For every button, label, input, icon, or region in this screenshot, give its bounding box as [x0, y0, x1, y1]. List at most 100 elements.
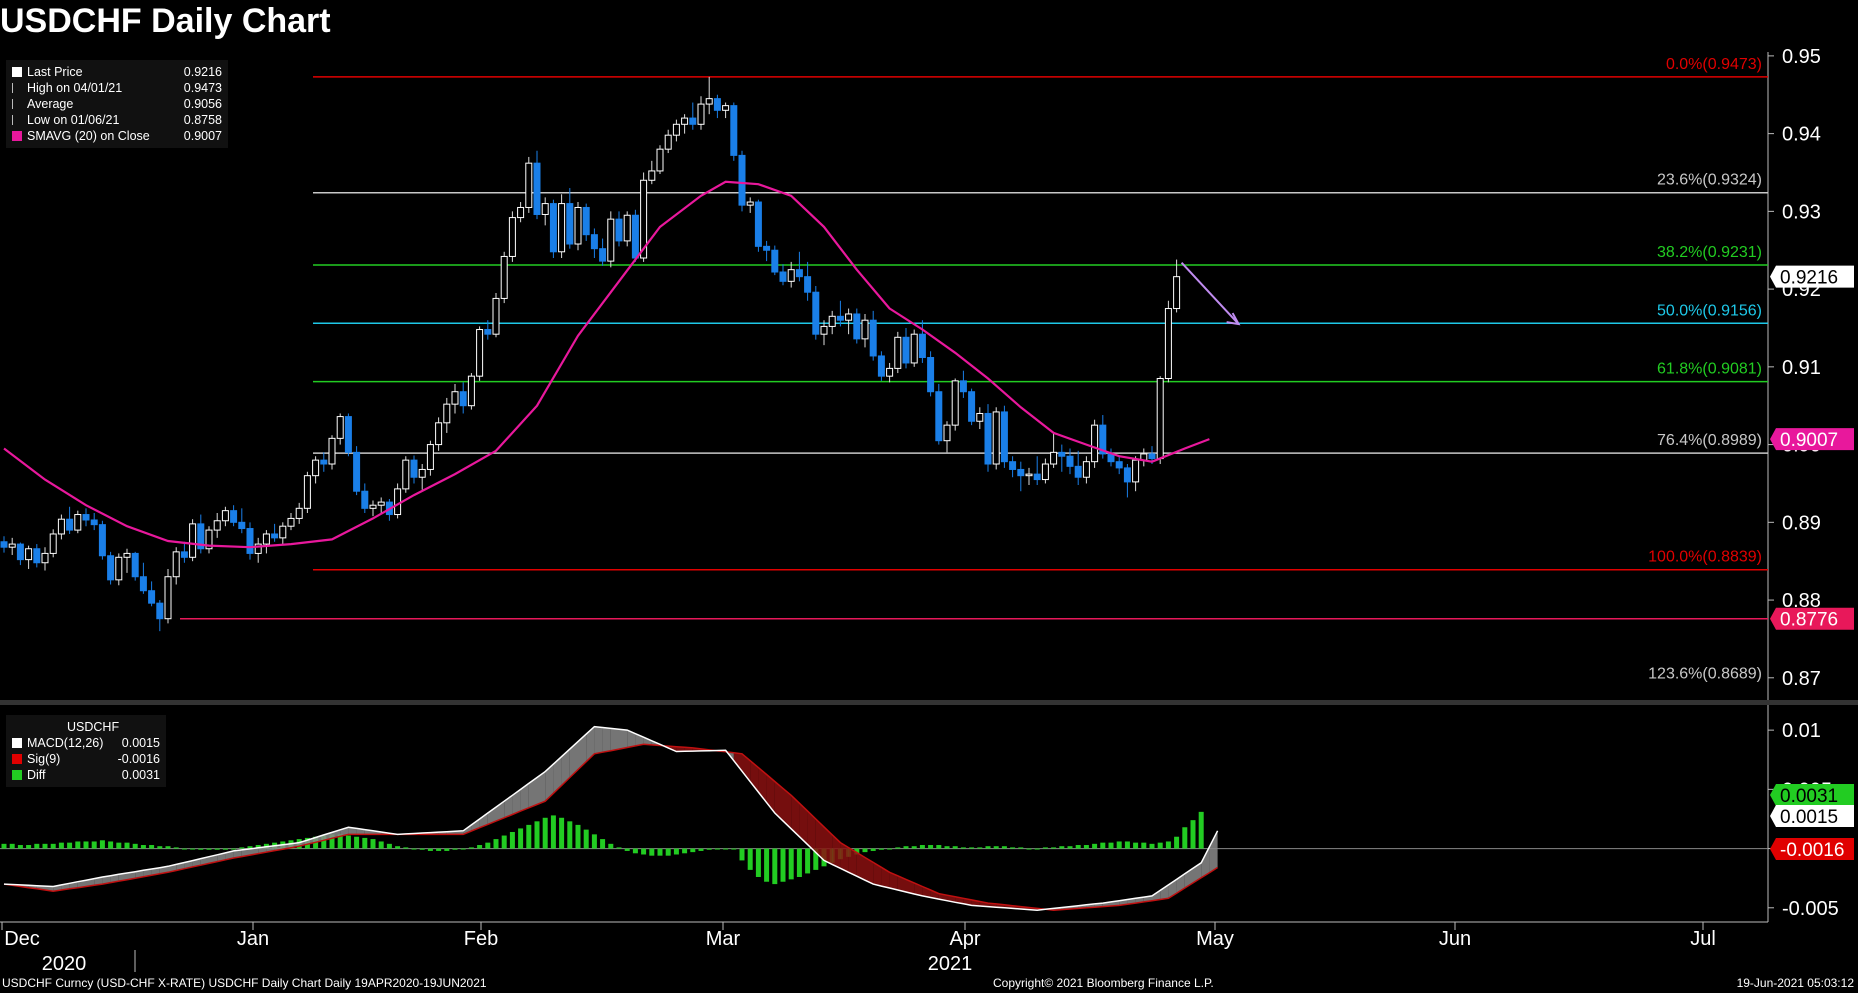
candle-body	[16, 543, 24, 561]
candle-body	[836, 315, 844, 321]
macd-histogram-bar	[1174, 836, 1180, 849]
fib-label: 100.0%(0.8839)	[1648, 549, 1762, 566]
macd-signal-fill	[233, 849, 242, 858]
candle-body	[1091, 424, 1099, 463]
macd-histogram-bar	[165, 846, 171, 849]
price-legend-row: Last Price 0.9216	[12, 64, 222, 80]
macd-signal-fill	[881, 867, 890, 888]
macd-legend: USDCHF MACD(12,26) 0.0015 Sig(9) -0.0016 Diff…	[6, 715, 166, 787]
macd-histogram-bar	[337, 834, 343, 849]
macd-histogram-bar	[345, 835, 351, 849]
candle-body	[426, 444, 434, 470]
macd-histogram-bar	[99, 840, 105, 849]
macd-histogram-bar	[673, 848, 679, 855]
macd-histogram-bar	[411, 848, 417, 850]
fib-label: 23.6%(0.9324)	[1657, 172, 1762, 189]
candle-body	[1132, 459, 1140, 483]
macd-histogram-bar	[1133, 842, 1139, 849]
macd-histogram-bar	[550, 815, 556, 849]
legend-value: 0.8758	[183, 113, 222, 127]
macd-histogram-bar	[1157, 842, 1163, 849]
macd-signal-fill	[553, 756, 562, 794]
candle-body	[1000, 411, 1008, 463]
macd-histogram-bar	[649, 848, 655, 856]
macd-signal-fill	[512, 789, 521, 815]
candle-body	[82, 514, 90, 521]
candle-body	[525, 162, 533, 208]
candle-body	[197, 523, 205, 550]
candle-body	[1017, 468, 1025, 477]
candle-body	[443, 403, 451, 424]
macd-signal-fill	[1160, 884, 1169, 900]
macd-histogram-bar	[485, 842, 491, 849]
candle-body	[992, 411, 1000, 465]
projection-arrow	[1180, 261, 1240, 325]
footer-source: USDCHF Curncy (USD-CHF X-RATE) USDCHF Da…	[2, 976, 487, 990]
price-tag: 0.8776	[1780, 610, 1838, 631]
macd-histogram-bar	[1124, 841, 1130, 849]
macd-signal-fill	[528, 777, 537, 808]
price-legend-row: SMAVG (20) on Close 0.9007	[12, 128, 222, 144]
macd-histogram-bar	[1001, 846, 1007, 849]
macd-signal-fill	[1201, 846, 1210, 878]
legend-value: 0.9056	[183, 97, 222, 111]
macd-signal-fill	[897, 875, 906, 892]
macd-signal-fill	[537, 771, 546, 805]
macd-histogram-bar	[714, 848, 720, 850]
macd-histogram-bar	[1059, 846, 1065, 849]
legend-value: 0.9216	[183, 65, 222, 79]
legend-label: Average	[27, 97, 74, 111]
price-tick-label: 0.94	[1782, 124, 1821, 146]
legend-label: Low on 01/06/21	[27, 113, 120, 127]
macd-histogram-bar	[526, 824, 532, 849]
macd-histogram-bar	[788, 848, 794, 880]
candle-body	[66, 518, 74, 531]
macd-signal-fill	[832, 834, 841, 869]
candle-body	[582, 206, 590, 236]
macd-histogram-bar	[739, 848, 745, 861]
macd-histogram-bar	[91, 841, 97, 849]
candle-body	[1074, 465, 1082, 478]
macd-histogram-bar	[173, 847, 179, 849]
time-axis: Dec Jan Feb Mar Apr May Jun Jul 2020 2021	[1, 922, 1716, 975]
footer-timestamp: 19-Jun-2021 05:03:12	[1736, 976, 1854, 990]
macd-histogram-bar	[813, 848, 819, 870]
candle-body	[722, 105, 730, 111]
candle-body	[517, 206, 525, 219]
macd-histogram-bar	[567, 821, 573, 849]
candle-body	[295, 507, 303, 519]
legend-label: Sig(9)	[27, 752, 61, 766]
candle-body	[730, 105, 738, 156]
macd-histogram-bar	[632, 848, 638, 854]
candle-body	[377, 501, 385, 506]
macd-histogram-bar	[231, 848, 237, 850]
macd-histogram-bar	[75, 841, 81, 849]
macd-histogram-bar	[403, 847, 409, 849]
macd-signal-fill	[86, 878, 95, 887]
candle-body	[254, 543, 262, 554]
macd-histogram-bar	[501, 835, 507, 849]
macd-histogram-bar	[960, 847, 966, 849]
macd-signal-fill	[1152, 890, 1161, 901]
candle-body	[959, 380, 967, 393]
candle-body	[336, 416, 344, 439]
candle-body	[1148, 453, 1156, 460]
projection-arrowhead	[1226, 312, 1241, 326]
macd-histogram-bar	[493, 839, 499, 849]
legend-swatch	[12, 83, 22, 93]
macd-histogram-bar	[682, 848, 688, 854]
candle-body	[41, 552, 49, 564]
candle-body	[599, 248, 607, 262]
price-axis: 0.950.940.930.920.910.900.890.880.870.92…	[1768, 46, 1854, 690]
candle-body	[394, 488, 402, 516]
macd-histogram-bar	[1010, 847, 1016, 849]
panel-divider	[0, 700, 1858, 705]
macd-signal-fill	[766, 774, 775, 813]
fib-label: 38.2%(0.9231)	[1657, 244, 1762, 261]
macd-histogram-bar	[444, 848, 450, 851]
candle-body	[180, 551, 188, 558]
macd-histogram-bar	[969, 847, 975, 849]
candle-body	[361, 490, 369, 509]
month-label: Feb	[464, 928, 498, 950]
month-label: Jun	[1439, 928, 1471, 950]
